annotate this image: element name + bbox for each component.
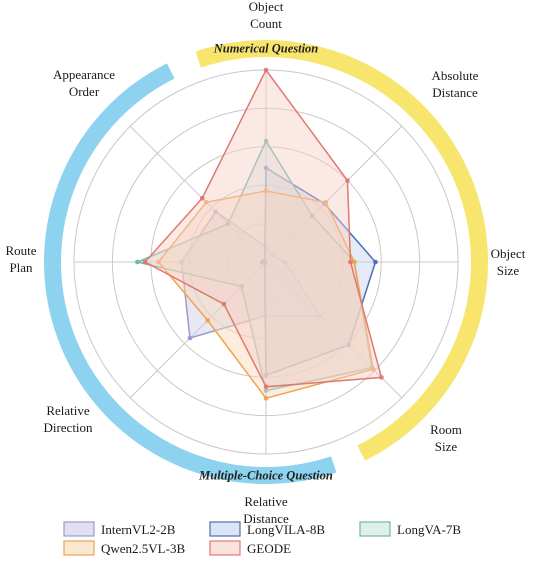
point-qwen2-5vl-3b [263,188,269,194]
point-longva-7b [135,259,140,265]
point-internvl2-2b [318,314,323,319]
point-longva-7b [263,388,269,393]
point-internvl2-2b [270,252,276,258]
point-longvila-8b [346,342,352,348]
legend-label-qwen2-5vl-3b: Qwen2.5VL-3B [101,541,185,556]
legend: InternVL2-2B LongVILA-8B LongVA-7B Qwen2.5V… [63,521,461,556]
point-internvl2-2b [187,335,193,341]
point-geode [379,375,384,380]
point-qwen2-5vl-3b [203,199,209,205]
point-geode [221,301,227,307]
point-longvila-8b [263,372,269,378]
legend-label-geode: GEODE [247,541,291,556]
point-longva-7b [239,284,244,289]
axis-label-relative-direction: Relative Direction [43,403,93,435]
legend-swatch-internvl2-2b [63,521,95,537]
point-geode [348,259,353,265]
legend-swatch-geode [209,540,241,556]
legend-swatch-qwen2-5vl-3b [63,540,95,556]
point-longva-7b [309,213,315,219]
point-qwen2-5vl-3b [352,259,357,265]
axis-label-route-plan: Route Plan [5,243,36,275]
category-bands: Numerical Question Multiple-Choice Questi… [43,40,488,485]
axis-label-relative-distance: Relative Distance [243,494,289,526]
grid-spoke [265,125,403,263]
grid-spoke [265,261,403,399]
point-geode [263,67,269,73]
axis-label-object-size: Object Size [491,246,526,278]
legend-label-longvila-8b: LongVILA-8B [247,522,325,537]
axis-labels: Object Count Absolute Distance Object Size Roo… [5,0,525,526]
point-qwen2-5vl-3b [263,396,269,401]
point-longva-7b [225,221,231,227]
axis-label-appearance-order: Appearance Order [53,67,115,99]
point-qwen2-5vl-3b [156,259,161,265]
point-longvila-8b [263,165,269,171]
point-geode [199,195,205,201]
radar-series [134,67,384,401]
point-qwen2-5vl-3b [323,199,329,205]
legend-label-internvl2-2b: InternVL2-2B [101,522,176,537]
point-qwen2-5vl-3b [205,318,210,323]
axis-label-absolute-distance: Absolute Distance [432,68,479,100]
point-longvila-8b [373,259,378,265]
point-longva-7b [263,138,269,144]
point-qwen2-5vl-3b [370,366,376,372]
grid-spoke [129,261,267,399]
legend-swatch-longvila-8b [209,521,241,537]
axis-label-object-count: Object Count [249,0,284,31]
axis-label-room-size: Room Size [430,422,462,454]
point-geode [345,178,350,183]
legend-label-longva-7b: LongVA-7B [397,522,461,537]
band-label-numerical-question: Numerical Question [213,42,319,56]
point-internvl2-2b [179,259,184,265]
point-internvl2-2b [282,259,288,265]
grid-spoke [129,125,267,263]
point-internvl2-2b [213,209,219,215]
legend-swatch-longva-7b [359,521,391,537]
point-longvila-8b [262,258,267,263]
point-geode [263,384,269,390]
point-geode [142,259,148,265]
band-label-multiple-choice-question: Multiple-Choice Question [198,469,333,483]
